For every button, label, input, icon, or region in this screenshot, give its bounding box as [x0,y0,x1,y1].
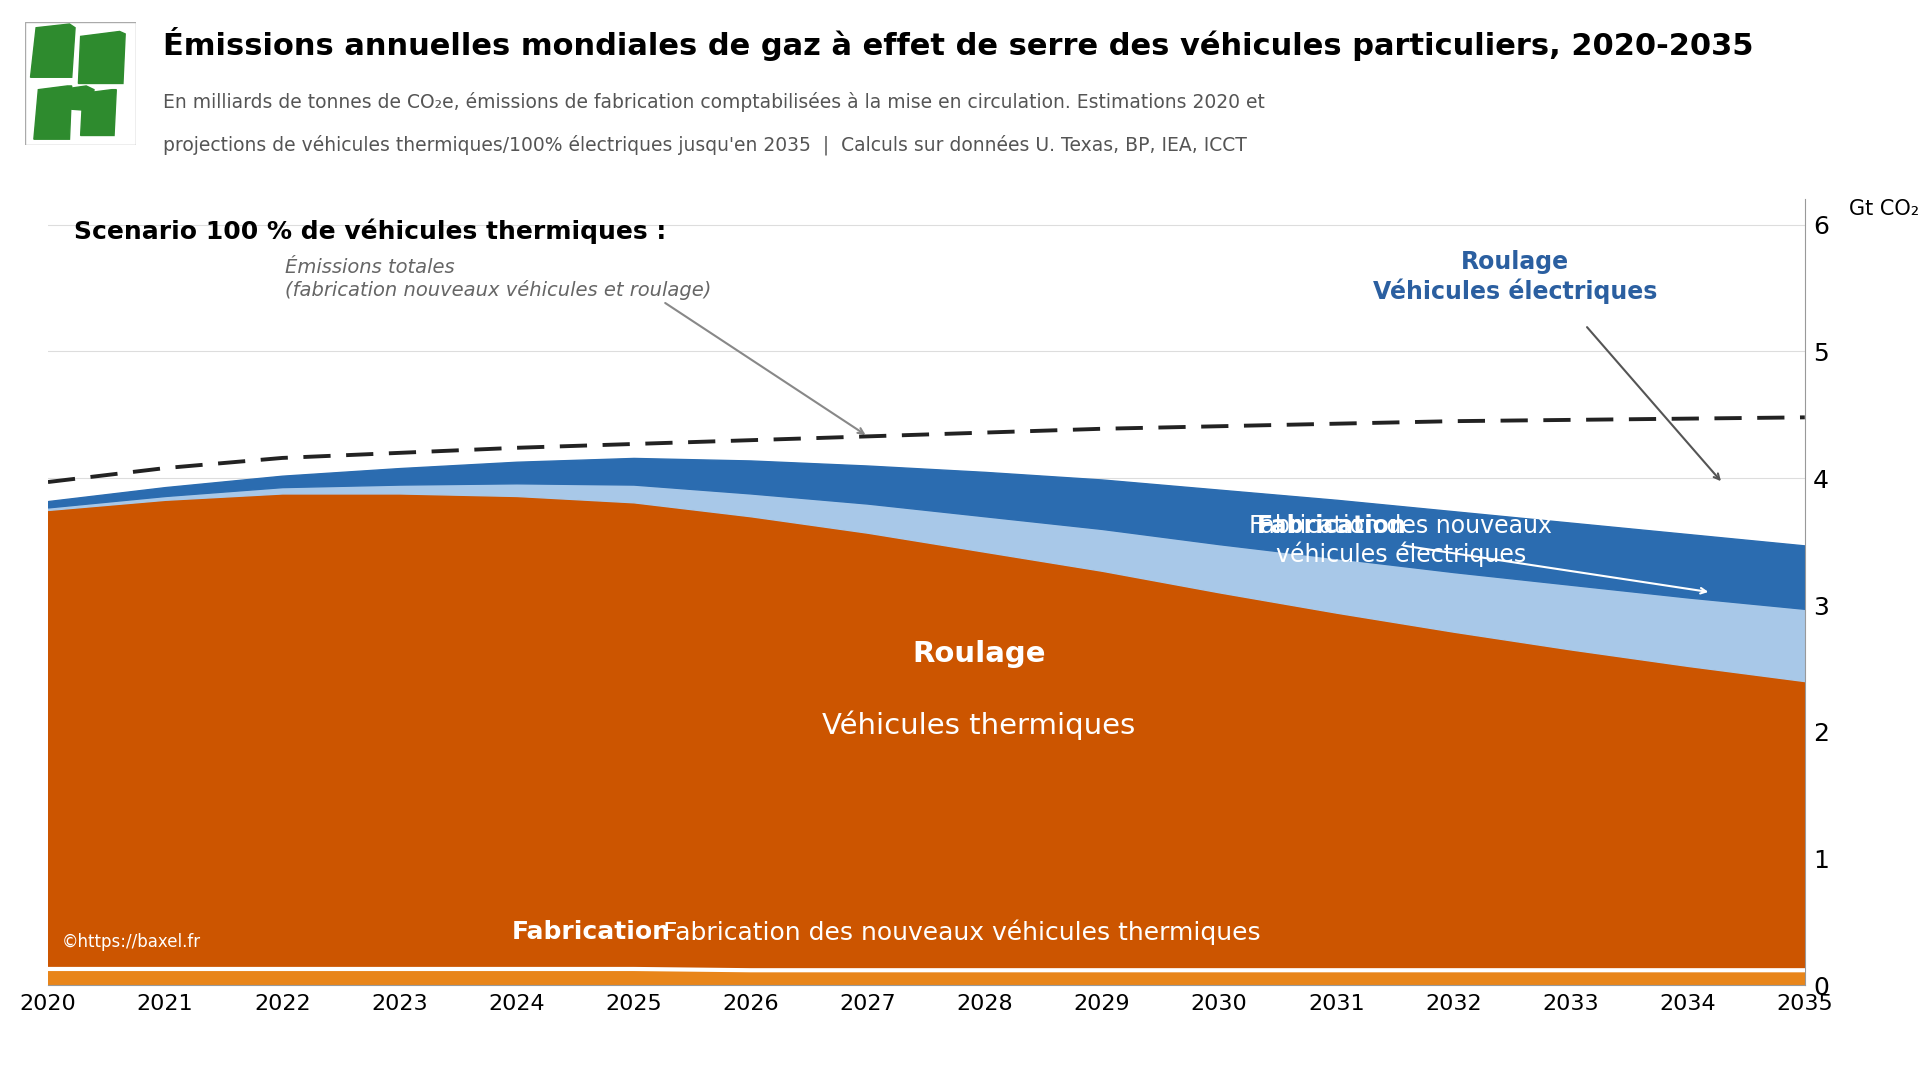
Text: Scenario 100 % de véhicules thermiques :: Scenario 100 % de véhicules thermiques : [75,219,666,244]
Polygon shape [79,31,125,84]
Text: projections de véhicules thermiques/100% électriques jusqu'en 2035  |  Calculs s: projections de véhicules thermiques/100%… [163,135,1248,155]
Text: Fabrication: Fabrication [513,920,670,945]
Polygon shape [31,24,75,78]
Text: Roulage: Roulage [912,640,1046,668]
Text: Véhicules thermiques: Véhicules thermiques [822,711,1137,740]
Polygon shape [81,89,117,136]
Text: ©https://baxel.fr: ©https://baxel.fr [61,933,202,951]
Text: Fabrication des nouveaux
véhicules électriques: Fabrication des nouveaux véhicules élect… [1250,514,1551,568]
Polygon shape [58,86,94,111]
Text: Émissions totales
(fabrication nouveaux véhicules et roulage): Émissions totales (fabrication nouveaux … [286,258,712,300]
Text: Fabrication des nouveaux véhicules thermiques: Fabrication des nouveaux véhicules therm… [662,920,1260,945]
Polygon shape [35,86,71,139]
Text: Fabrication: Fabrication [1258,514,1407,537]
Text: Roulage
Véhicules électriques: Roulage Véhicules électriques [1373,250,1657,304]
Text: En milliards de tonnes de CO₂e, émissions de fabrication comptabilisées à la mis: En milliards de tonnes de CO₂e, émission… [163,92,1265,112]
Text: Gt CO₂e: Gt CO₂e [1849,199,1920,220]
Text: Émissions annuelles mondiales de gaz à effet de serre des véhicules particuliers: Émissions annuelles mondiales de gaz à e… [163,27,1753,61]
